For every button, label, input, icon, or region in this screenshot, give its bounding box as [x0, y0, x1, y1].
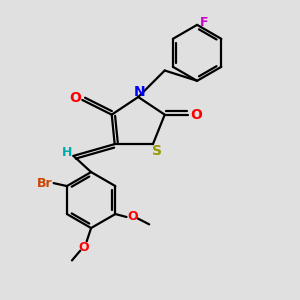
Text: O: O — [127, 211, 138, 224]
Text: Br: Br — [37, 177, 52, 190]
Text: N: N — [134, 85, 146, 99]
Text: H: H — [62, 146, 72, 159]
Text: O: O — [78, 241, 89, 254]
Text: O: O — [69, 92, 81, 106]
Text: F: F — [200, 16, 209, 29]
Text: O: O — [190, 108, 202, 122]
Text: S: S — [152, 145, 162, 158]
